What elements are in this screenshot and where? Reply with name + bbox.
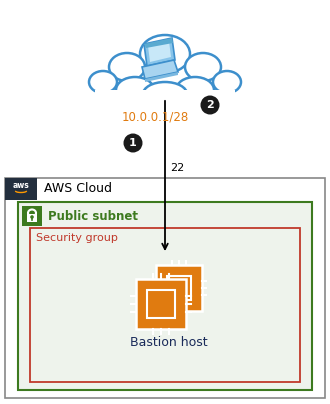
Polygon shape xyxy=(145,72,178,82)
Text: 10.0.0.1/28: 10.0.0.1/28 xyxy=(121,110,189,123)
FancyBboxPatch shape xyxy=(167,276,191,300)
FancyBboxPatch shape xyxy=(27,214,37,222)
Text: 2: 2 xyxy=(206,100,214,110)
FancyBboxPatch shape xyxy=(147,290,175,318)
Ellipse shape xyxy=(140,35,190,73)
Circle shape xyxy=(30,215,34,219)
FancyBboxPatch shape xyxy=(136,279,186,329)
Text: 22: 22 xyxy=(170,163,184,173)
Ellipse shape xyxy=(116,77,154,103)
Text: aws: aws xyxy=(13,181,29,189)
FancyBboxPatch shape xyxy=(18,202,312,390)
Text: Security group: Security group xyxy=(36,233,118,243)
Ellipse shape xyxy=(176,77,214,103)
Ellipse shape xyxy=(89,71,117,93)
Text: Public subnet: Public subnet xyxy=(48,210,138,223)
FancyBboxPatch shape xyxy=(30,228,300,382)
FancyBboxPatch shape xyxy=(156,265,202,311)
FancyBboxPatch shape xyxy=(5,178,37,200)
Circle shape xyxy=(123,133,143,152)
Ellipse shape xyxy=(143,82,187,106)
Ellipse shape xyxy=(213,71,241,93)
Ellipse shape xyxy=(109,53,145,81)
Text: 1: 1 xyxy=(129,138,137,148)
Polygon shape xyxy=(142,60,178,79)
Circle shape xyxy=(201,95,219,114)
Ellipse shape xyxy=(185,53,221,81)
Polygon shape xyxy=(144,38,173,48)
FancyBboxPatch shape xyxy=(95,90,235,110)
FancyBboxPatch shape xyxy=(5,178,325,398)
FancyBboxPatch shape xyxy=(22,206,42,226)
Text: Bastion host: Bastion host xyxy=(130,336,208,349)
Text: AWS Cloud: AWS Cloud xyxy=(44,183,112,196)
Polygon shape xyxy=(144,38,175,66)
Polygon shape xyxy=(148,41,171,62)
